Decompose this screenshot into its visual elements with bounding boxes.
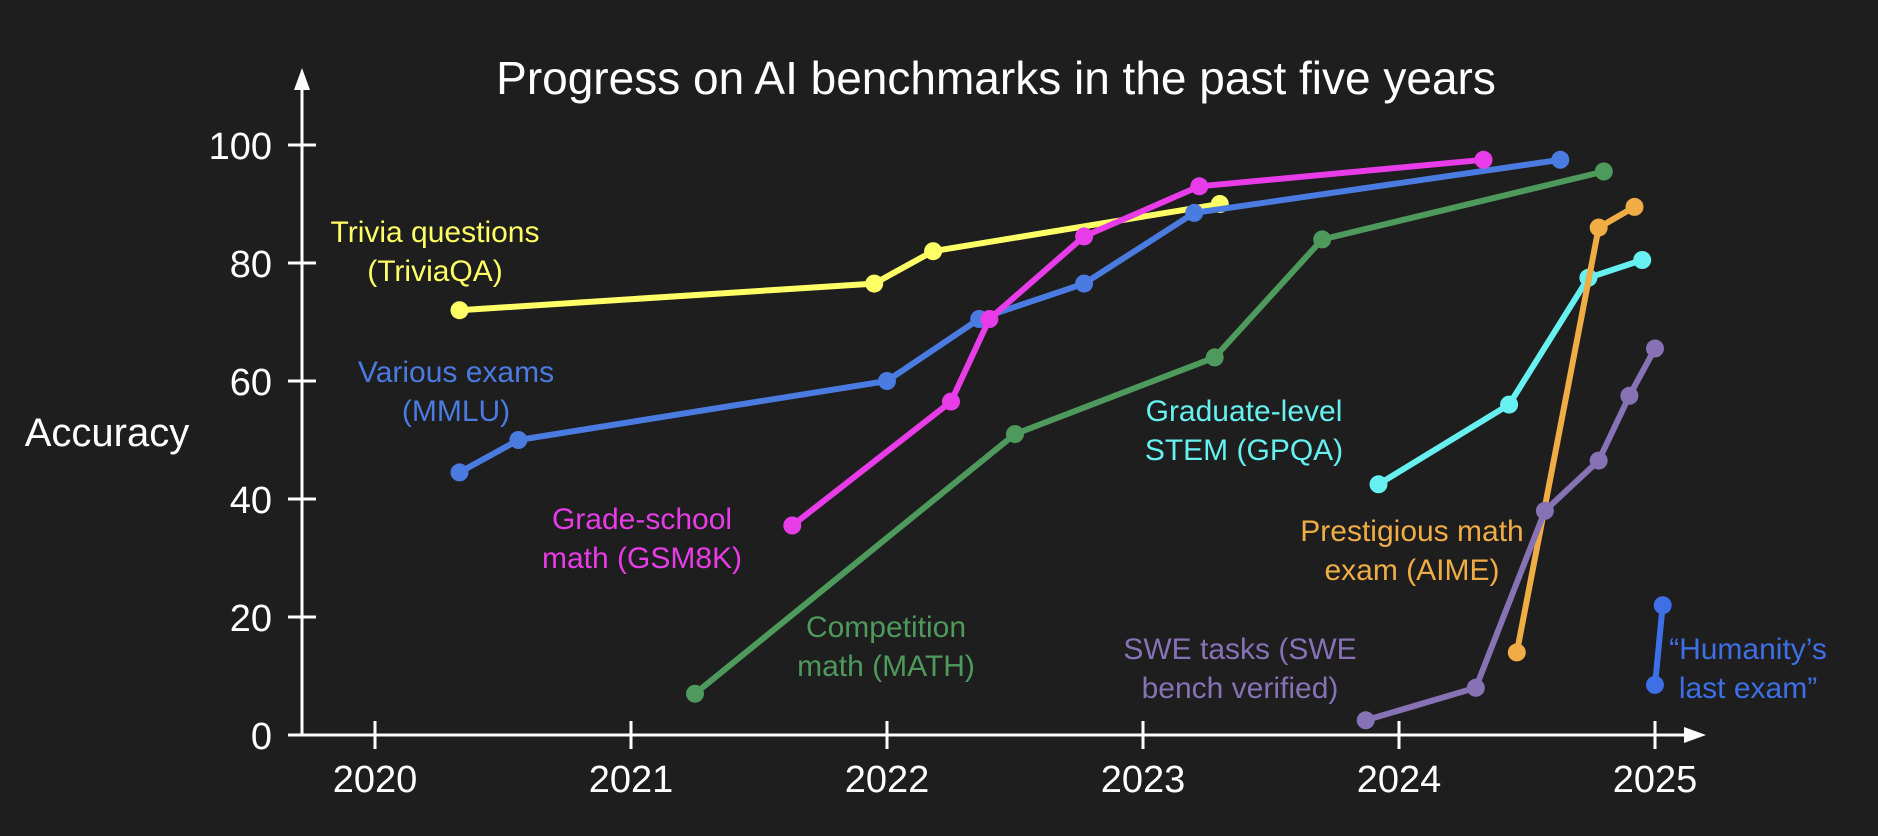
y-tick-label: 0	[251, 716, 272, 758]
y-axis-label: Accuracy	[25, 411, 190, 455]
data-point-mmlu	[1185, 203, 1204, 222]
x-tick-label: 2020	[333, 759, 418, 801]
series-label-triviaqa: Trivia questions (TriviaQA)	[331, 216, 540, 288]
x-tick-label: 2021	[589, 759, 674, 801]
data-point-aime	[1625, 197, 1644, 216]
data-point-aime	[1507, 643, 1526, 662]
series-swe	[1356, 339, 1664, 730]
data-point-swe	[1356, 711, 1375, 730]
y-tick-label: 60	[230, 362, 272, 404]
series-line-hle	[1652, 602, 1666, 688]
data-point-gsm8k	[1190, 177, 1209, 196]
x-tick-label: 2024	[1357, 759, 1442, 801]
data-point-gsm8k	[942, 392, 960, 411]
series-math	[686, 162, 1613, 703]
data-point-math	[1594, 162, 1613, 181]
x-axis-arrowhead	[1684, 727, 1706, 743]
y-tick-label: 20	[230, 598, 272, 640]
series-label-line: SWE tasks (SWE	[1123, 633, 1356, 666]
y-axis	[294, 68, 310, 735]
data-point-hle	[1653, 596, 1672, 615]
series-mmlu	[450, 150, 1570, 482]
series-label-hle: “Humanity’s last exam”	[1669, 633, 1827, 705]
series-label-line: Trivia questions	[331, 216, 540, 249]
data-point-gpqa	[1369, 475, 1388, 494]
data-point-math	[1006, 425, 1024, 444]
series-label-line: math (MATH)	[797, 650, 975, 683]
series-hle	[1646, 596, 1672, 694]
series-label-gpqa: Graduate-level STEM (GPQA)	[1145, 395, 1343, 467]
series-label-swe: SWE tasks (SWE bench verified)	[1123, 633, 1356, 705]
x-axis	[290, 727, 1706, 743]
x-ticks: 2020 2021 2022 2023 2024 2025	[333, 721, 1698, 801]
data-point-mmlu	[450, 463, 469, 482]
data-point-aime	[1589, 218, 1608, 237]
series-line-gpqa	[1375, 257, 1646, 488]
chart-title: Progress on AI benchmarks in the past fi…	[496, 52, 1496, 104]
y-ticks: 0 20 40 60 80 100	[209, 126, 316, 758]
x-tick-label: 2022	[845, 759, 930, 801]
data-point-swe	[1646, 339, 1664, 358]
series-label-line: Grade-school	[552, 503, 732, 536]
series-label-line: Various exams	[358, 356, 554, 389]
x-tick-label: 2025	[1613, 759, 1698, 801]
series-line-gsm8k	[789, 156, 1487, 529]
series-label-line: Prestigious math	[1300, 515, 1523, 548]
data-point-hle	[1646, 675, 1664, 694]
series-label-gsm8k: Grade-school math (GSM8K)	[542, 503, 742, 575]
data-point-triviaqa	[450, 301, 469, 320]
y-tick-label: 80	[230, 244, 272, 286]
data-point-math	[1313, 230, 1332, 249]
series-label-line: math (GSM8K)	[542, 542, 742, 575]
series-lines	[450, 150, 1672, 730]
data-point-gsm8k	[980, 310, 999, 328]
series-label-aime: Prestigious math exam (AIME)	[1300, 515, 1523, 587]
data-point-gsm8k	[1474, 150, 1493, 169]
data-point-mmlu	[1075, 274, 1094, 293]
data-point-swe	[1535, 501, 1554, 520]
series-label-line: Competition	[806, 611, 966, 644]
series-gpqa	[1369, 251, 1652, 494]
series-label-line: bench verified)	[1142, 672, 1339, 705]
data-point-mmlu	[509, 431, 528, 449]
data-point-gpqa	[1633, 251, 1652, 269]
series-label-line: exam (AIME)	[1324, 554, 1499, 587]
data-point-triviaqa	[865, 274, 884, 293]
series-label-line: (TriviaQA)	[367, 255, 503, 288]
data-point-math	[1205, 348, 1224, 367]
data-point-swe	[1589, 451, 1608, 470]
y-tick-label: 40	[230, 480, 272, 522]
x-tick-label: 2023	[1101, 759, 1186, 801]
series-label-line: STEM (GPQA)	[1145, 434, 1343, 467]
data-point-math	[686, 684, 704, 703]
data-point-gsm8k	[1075, 227, 1094, 246]
series-labels: Trivia questions (TriviaQA) Various exams (…	[331, 216, 1827, 705]
data-point-gsm8k	[783, 516, 802, 535]
y-axis-arrowhead	[294, 68, 310, 90]
data-point-triviaqa	[924, 242, 943, 261]
data-point-mmlu	[1551, 150, 1570, 169]
series-label-line: last exam”	[1679, 672, 1817, 705]
data-point-swe	[1620, 386, 1639, 405]
data-point-gpqa	[1500, 395, 1519, 414]
y-tick-label: 100	[209, 126, 272, 168]
series-label-line: Graduate-level	[1146, 395, 1343, 428]
data-point-swe	[1466, 678, 1485, 697]
series-gsm8k	[783, 150, 1493, 535]
series-line-triviaqa	[456, 201, 1223, 314]
data-point-mmlu	[878, 372, 896, 390]
series-label-math: Competition math (MATH)	[797, 611, 975, 683]
series-label-line: (MMLU)	[402, 395, 510, 428]
series-label-line: “Humanity’s	[1669, 633, 1827, 666]
series-label-mmlu: Various exams (MMLU)	[358, 356, 554, 428]
